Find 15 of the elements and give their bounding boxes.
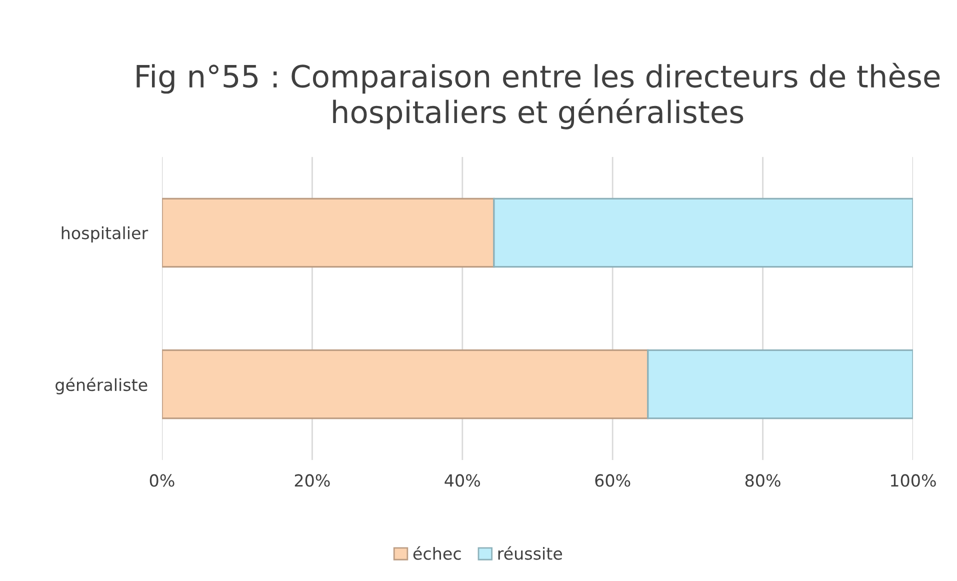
y-tick-label: hospitalier	[62, 226, 148, 243]
legend-label: échec	[413, 546, 461, 560]
chart-title: Fig n°55 : Comparaison entre les directeurs de thèse hospitaliers et généralistes	[136, 62, 940, 130]
x-tick-label: 100%	[891, 474, 936, 487]
x-tick-label: 60%	[595, 474, 630, 487]
x-tick-label: 20%	[294, 474, 330, 487]
bar	[647, 349, 913, 420]
x-tick-label: 0%	[150, 474, 174, 487]
legend-label: réussite	[498, 546, 562, 560]
x-tick-label: 80%	[745, 474, 780, 487]
x-tick-label: 40%	[444, 474, 480, 487]
bar	[162, 198, 495, 268]
y-tick-label: généraliste	[56, 378, 148, 394]
bar	[162, 349, 649, 420]
bar	[493, 198, 913, 268]
